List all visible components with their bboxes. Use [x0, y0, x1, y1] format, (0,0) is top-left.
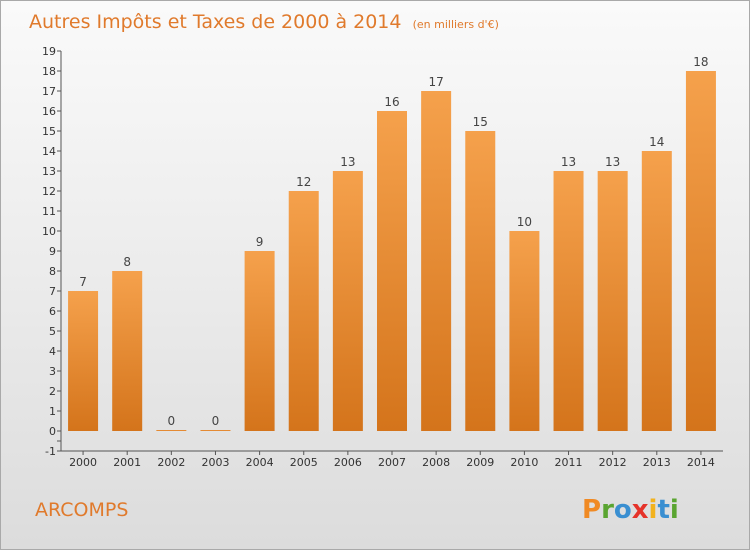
- x-tick-label-2006: 2006: [334, 456, 362, 469]
- value-label-2002: 0: [168, 414, 176, 428]
- y-tick-label: 3: [49, 365, 56, 378]
- x-tick-label-2014: 2014: [687, 456, 715, 469]
- x-tick-label-2010: 2010: [510, 456, 538, 469]
- bar-2001: [112, 271, 143, 431]
- y-tick-label: 18: [42, 65, 56, 78]
- bar-2014: [685, 71, 716, 431]
- y-tick-label: 12: [42, 185, 56, 198]
- commune-name: ARCOMPS: [35, 499, 128, 521]
- y-tick-label: 15: [42, 125, 56, 138]
- bar-2008: [421, 91, 452, 431]
- x-tick-label-2001: 2001: [113, 456, 141, 469]
- y-tick-label: 2: [49, 385, 56, 398]
- bar-2010: [509, 231, 540, 431]
- bar-2011: [553, 171, 584, 431]
- y-tick-label: 9: [49, 245, 56, 258]
- y-tick-label: 4: [49, 345, 56, 358]
- bar-2007: [377, 111, 407, 431]
- y-tick-label: 16: [42, 105, 56, 118]
- bar-2000: [68, 291, 99, 431]
- axes: [57, 50, 723, 455]
- chart-title-unit: (en milliers d'€): [413, 18, 499, 31]
- value-label-2012: 13: [605, 155, 620, 169]
- value-label-2005: 12: [296, 175, 311, 189]
- proxiti-logo: Proxiti: [582, 495, 679, 525]
- bars: [68, 71, 716, 431]
- x-tick-labels: 2000 2001 2002 2003 2004 2005 2006 2007 2008 2009…: [69, 456, 715, 469]
- value-label-2014: 18: [693, 55, 708, 69]
- chart-title: Autres Impôts et Taxes de 2000 à 2014 (e…: [29, 11, 499, 33]
- x-tick-label-2013: 2013: [643, 456, 671, 469]
- x-tick-label-2004: 2004: [246, 456, 274, 469]
- chart-title-main: Autres Impôts et Taxes de 2000 à 2014: [29, 11, 402, 33]
- value-label-2008: 17: [428, 75, 443, 89]
- y-tick-label: 1: [49, 405, 56, 418]
- y-tick-label: -1: [45, 445, 56, 458]
- value-label-2003: 0: [212, 414, 220, 428]
- bar-2004: [244, 251, 275, 431]
- y-tick-label: 17: [42, 85, 56, 98]
- logo-letter: x: [632, 495, 649, 525]
- value-label-2007: 16: [384, 95, 399, 109]
- y-tick-label: 5: [49, 325, 56, 338]
- y-tick-label: 13: [42, 165, 56, 178]
- x-tick-label-2012: 2012: [599, 456, 627, 469]
- y-tick-label: 6: [49, 305, 56, 318]
- logo-letter: i: [649, 495, 658, 525]
- value-label-2013: 14: [649, 135, 664, 149]
- y-tick-label: 14: [42, 145, 56, 158]
- x-tick-label-2000: 2000: [69, 456, 97, 469]
- logo-letter: o: [614, 495, 632, 525]
- value-label-2011: 13: [561, 155, 576, 169]
- x-tick-label-2002: 2002: [157, 456, 185, 469]
- logo-letter: t: [657, 495, 669, 525]
- value-label-2004: 9: [256, 235, 264, 249]
- logo-letter: P: [582, 495, 601, 525]
- y-tick-label: 11: [42, 205, 56, 218]
- bar-2006: [332, 171, 363, 431]
- y-tick-label: 7: [49, 285, 56, 298]
- x-tick-label-2003: 2003: [201, 456, 229, 469]
- bar-2005: [288, 191, 319, 431]
- bar-2013: [641, 151, 672, 431]
- logo-letter: r: [601, 495, 614, 525]
- y-tick-label: 19: [42, 45, 56, 58]
- x-tick-label-2007: 2007: [378, 456, 406, 469]
- y-tick-label: 0: [49, 425, 56, 438]
- x-tick-label-2009: 2009: [466, 456, 494, 469]
- value-label-2009: 15: [473, 115, 488, 129]
- x-tick-label-2008: 2008: [422, 456, 450, 469]
- value-label-2000: 7: [79, 275, 87, 289]
- y-tick-label: 8: [49, 265, 56, 278]
- logo-letter: i: [670, 495, 679, 525]
- bar-2009: [465, 131, 496, 431]
- bar-2002: [156, 430, 187, 431]
- x-tick-label-2011: 2011: [555, 456, 583, 469]
- value-label-2006: 13: [340, 155, 355, 169]
- value-labels: 7 8 0 0 9 12 13 16 17 15 10 13 13 14 18: [79, 55, 708, 428]
- value-label-2001: 8: [123, 255, 131, 269]
- bar-2003: [200, 430, 231, 431]
- x-tick-label-2005: 2005: [290, 456, 318, 469]
- value-label-2010: 10: [517, 215, 532, 229]
- bar-2012: [597, 171, 628, 431]
- y-tick-label: 10: [42, 225, 56, 238]
